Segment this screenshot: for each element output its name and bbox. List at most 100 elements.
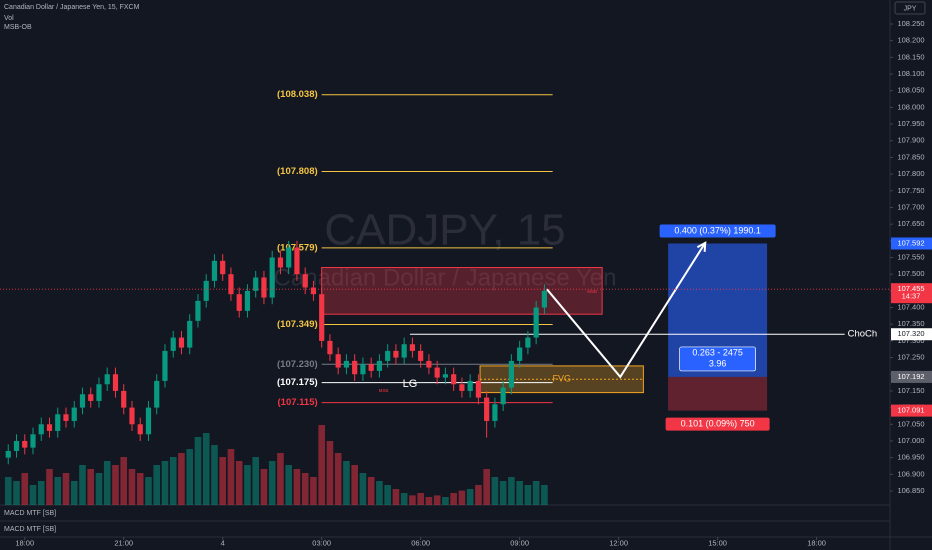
y-tick-label: 108.050 [897,86,924,95]
volume-bar [392,489,400,505]
price-badge-label: 107.192 [897,372,924,381]
candle-body [129,407,135,425]
price-badge-countdown: 14:37 [902,292,921,301]
candle-body [236,294,242,311]
volume-bar [46,469,53,505]
y-tick-label: 107.650 [897,219,924,228]
candle-body [368,364,374,371]
candle-body [220,260,226,275]
volume-bar [29,485,37,505]
watermark: CADJPY, 15 [324,206,565,255]
candle-body [187,320,193,348]
ratio-label: 0.263 - 2475 [692,347,743,357]
y-tick-label: 108.250 [897,19,924,28]
pane-label: MACD MTF [SB] [4,510,56,517]
volume-bar [202,433,210,505]
y-tick-label: 107.700 [897,202,924,211]
level-label: (107.349) [277,319,318,330]
candle-body [261,277,267,298]
candle-body [401,344,407,358]
y-tick-label: 106.950 [897,453,924,462]
candle-body [55,414,61,431]
price-badge-label: 107.455 [897,284,924,293]
stop-zone [668,376,768,411]
volume-bar [326,441,334,505]
candle-body [46,424,53,431]
volume-bar [425,497,433,505]
volume-bar [54,477,62,505]
candle-body [327,340,333,355]
volume-bar [376,481,383,505]
y-tick-label: 107.150 [897,386,924,395]
candle-body [360,364,366,375]
volume-bar [318,425,325,505]
level-label: (108.038) [277,89,318,100]
ratio-badge [679,346,756,372]
price-badge [891,328,932,341]
annotation: LG [403,378,418,390]
level-label: (107.175) [277,377,318,388]
volume-bar [334,453,342,505]
currency[interactable]: JPY [904,5,917,12]
volume-bar [244,465,251,505]
volume-bar [219,457,227,505]
volume-bar [178,453,185,505]
volume-bar [186,449,194,505]
volume-bar [103,461,111,505]
y-tick-label: 107.950 [897,119,924,128]
currency-box[interactable] [894,1,926,15]
price-badge-label: 107.091 [897,406,924,415]
volume-bar [21,473,29,505]
volume-bar [499,481,507,505]
volume-bar [466,489,474,505]
volume-bar [194,437,202,505]
candle-body [517,347,523,361]
candle-body [500,387,506,405]
stop-label: 0.101 (0.09%) 750 [681,418,755,428]
candle-body [178,337,185,348]
candle-body [393,350,399,358]
candle-body [533,307,539,338]
level-label: (107.230) [277,359,318,370]
volume-bar [532,481,540,505]
y-tick-label: 107.550 [897,252,924,261]
annotation: MSB [587,289,597,294]
volume-bar [37,481,45,505]
zone [321,267,603,315]
candle-body [244,290,251,311]
volume-bar [235,461,243,505]
volume-bar [450,493,457,505]
price-badge-label: 107.592 [897,238,924,247]
zone-label: FVG [552,374,571,384]
volume-bar [433,495,441,505]
volume-bar [13,481,20,505]
volume-bar [359,473,367,505]
candle-body [137,424,143,435]
volume-bar [112,465,119,505]
volume-bar [367,477,375,505]
candle-body [30,434,36,448]
y-tick-label: 107.050 [897,419,924,428]
volume-bar [128,469,136,505]
price-badge [891,237,932,250]
candle-body [22,440,28,448]
candle-body [170,337,176,351]
volume-bar [343,461,350,505]
candle-body [442,374,449,378]
volume-bar [153,465,161,505]
candle-body [475,380,482,398]
volume-bar [70,481,78,505]
choch-label: ChoCh [848,329,878,340]
candle-body [277,257,284,268]
x-tick-label: 09:00 [510,538,529,547]
level-label: (107.115) [278,397,318,408]
target-label: 0.400 (0.37%) 1990.1 [674,225,761,235]
y-tick-label: 108.150 [897,52,924,61]
y-tick-label: 107.350 [897,319,924,328]
volume-bar [227,449,235,505]
candle-body [269,257,275,298]
candle-body [343,360,350,368]
volume-bar [136,473,144,505]
x-tick-label: 12:00 [609,538,628,547]
